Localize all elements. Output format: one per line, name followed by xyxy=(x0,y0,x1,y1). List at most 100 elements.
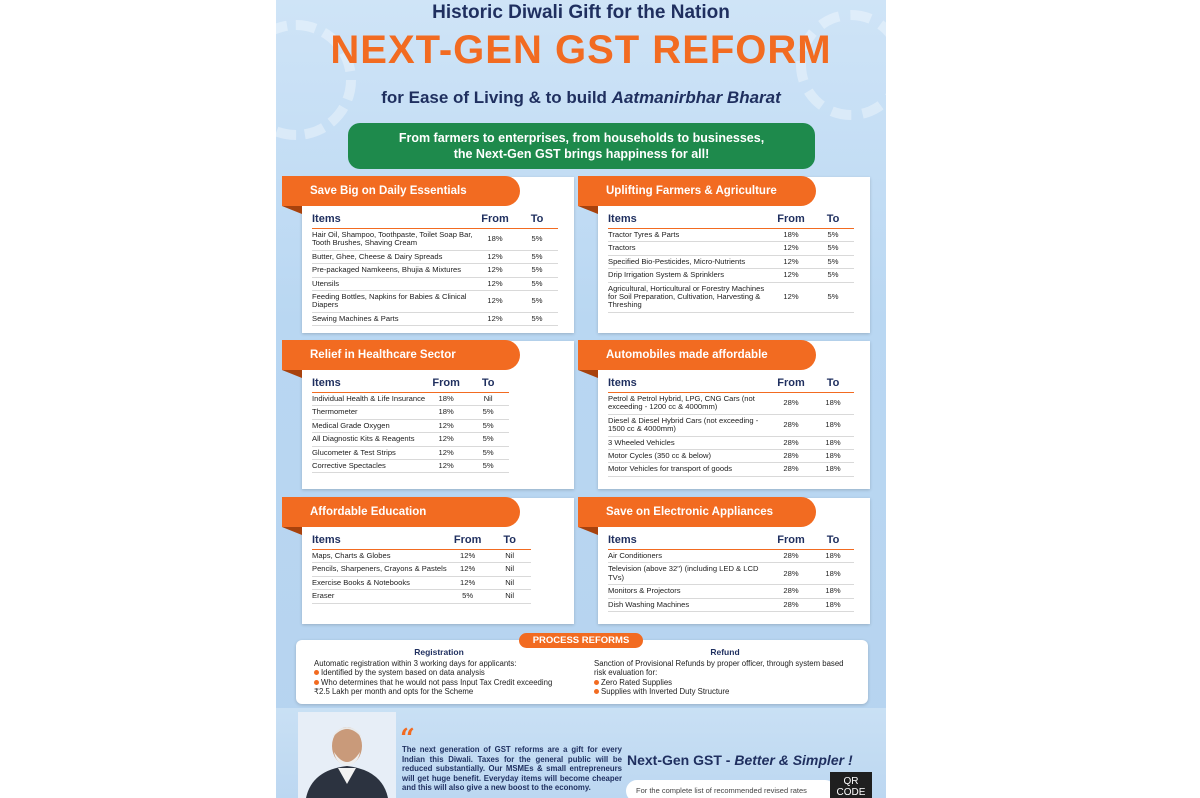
section-education: Affordable Education Items From To Maps, Cha… xyxy=(282,497,574,624)
cell-to: 5% xyxy=(516,290,558,313)
banner-line: From farmers to enterprises, from househ… xyxy=(398,131,765,145)
cell-from: 12% xyxy=(446,549,489,564)
cell-to: 5% xyxy=(516,250,558,265)
cell-item: Tractor Tyres & Parts xyxy=(608,228,770,243)
rates-table: Items From To Petrol & Petrol Hybrid, LPG, … xyxy=(608,377,854,477)
rates-table: Items From To Tractor Tyres & Parts 18% 5% Tra… xyxy=(608,213,854,313)
bullet-icon xyxy=(594,679,599,685)
rates-table: Items From To Hair Oil, Shampoo, Toothpaste… xyxy=(312,213,558,327)
cell-item: Diesel & Diesel Hybrid Cars (not exceedi… xyxy=(608,414,770,437)
section-automobiles: Automobiles made affordable Items From To Pe… xyxy=(578,340,870,489)
cell-item: Pre-packaged Namkeens, Bhujia & Mixtures xyxy=(312,263,474,278)
cell-to: Nil xyxy=(488,562,531,577)
table-row: Pencils, Sharpeners, Crayons & Pastels 12… xyxy=(312,562,531,577)
cell-item: Motor Vehicles for transport of goods xyxy=(608,462,770,477)
headline-top: Historic Diwali Gift for the Nation xyxy=(432,2,730,23)
cell-item: Television (above 32") (including LED & … xyxy=(608,562,770,586)
column-header-to: To xyxy=(812,213,854,229)
cell-from: 28% xyxy=(770,449,812,464)
cell-from: 12% xyxy=(446,576,489,591)
table-row: Drip Irrigation System & Sprinklers 12% 5% xyxy=(608,268,854,283)
cell-item: Pencils, Sharpeners, Crayons & Pastels xyxy=(312,562,447,577)
cell-to: 18% xyxy=(812,562,854,586)
cell-item: All Diagnostic Kits & Reagents xyxy=(312,432,426,447)
cell-item: Air Conditioners xyxy=(608,549,770,564)
cell-item: Glucometer & Test Strips xyxy=(312,446,426,461)
column-header-from: From xyxy=(770,534,812,550)
cell-item: 3 Wheeled Vehicles xyxy=(608,436,770,451)
gear-decoration xyxy=(796,10,886,120)
table-row: Eraser 5% Nil xyxy=(312,589,531,604)
cell-from: 28% xyxy=(770,392,812,415)
bullet-text: Supplies with Inverted Duty Structure xyxy=(601,687,730,697)
table-header-row: Items From To xyxy=(608,213,854,229)
registration-intro: Automatic registration within 3 working … xyxy=(314,658,517,668)
column-header-to: To xyxy=(516,213,558,229)
bullet-text: Identified by the system based on data a… xyxy=(321,668,485,678)
section-title: Uplifting Farmers & Agriculture xyxy=(578,176,816,214)
table-row: Sewing Machines & Parts 12% 5% xyxy=(312,312,558,327)
column-header-items: Items xyxy=(312,377,426,393)
cell-from: 12% xyxy=(474,250,516,265)
subtitle-plain: for Ease of Living & to build xyxy=(381,88,612,107)
table-row: Butter, Ghee, Cheese & Dairy Spreads 12% 5… xyxy=(312,250,558,265)
cell-from: 12% xyxy=(770,268,812,283)
cell-from: 18% xyxy=(474,228,516,251)
cell-to: Nil xyxy=(467,392,510,407)
cell-item: Motor Cycles (350 cc & below) xyxy=(608,449,770,464)
cell-from: 28% xyxy=(770,549,812,564)
cell-from: 12% xyxy=(425,432,468,447)
table-row: Monitors & Projectors 28% 18% xyxy=(608,584,854,599)
table-row: Motor Cycles (350 cc & below) 28% 18% xyxy=(608,449,854,464)
table-row: Exercise Books & Notebooks 12% Nil xyxy=(312,576,531,591)
cell-from: 18% xyxy=(425,405,468,420)
cell-item: Medical Grade Oxygen xyxy=(312,419,426,434)
cell-to: 18% xyxy=(812,598,854,613)
cell-item: Utensils xyxy=(312,277,474,292)
tagline-italic: Better & Simpler ! xyxy=(734,752,853,768)
gear-decoration xyxy=(276,20,356,140)
section-farmers: Uplifting Farmers & Agriculture Items From… xyxy=(578,176,870,333)
gst-poster: Historic Diwali Gift for the Nation NEXT… xyxy=(276,0,886,798)
registration-heading: Registration xyxy=(414,647,464,657)
tagline-plain: Next-Gen GST - xyxy=(627,752,735,768)
table-row: Utensils 12% 5% xyxy=(312,277,558,292)
table-header-row: Items From To xyxy=(608,534,854,550)
cell-to: 18% xyxy=(812,584,854,599)
subtitle-italic: Aatmanirbhar Bharat xyxy=(611,88,781,107)
cell-to: 18% xyxy=(812,436,854,451)
cell-item: Feeding Bottles, Napkins for Babies & Cl… xyxy=(312,290,474,313)
cell-from: 5% xyxy=(446,589,489,604)
cell-item: Butter, Ghee, Cheese & Dairy Spreads xyxy=(312,250,474,265)
qr-code[interactable]: QR CODE xyxy=(830,772,872,798)
cell-from: 12% xyxy=(425,419,468,434)
bullet-text: Zero Rated Supplies xyxy=(601,677,673,687)
cell-to: 18% xyxy=(812,549,854,564)
cell-item: Corrective Spectacles xyxy=(312,459,426,474)
column-header-to: To xyxy=(812,377,854,393)
column-header-from: From xyxy=(770,213,812,229)
table-row: Individual Health & Life Insurance 18% Nil xyxy=(312,392,510,407)
table-header-row: Items From To xyxy=(312,377,510,393)
table-row: Medical Grade Oxygen 12% 5% xyxy=(312,419,510,434)
cell-item: Exercise Books & Notebooks xyxy=(312,576,447,591)
table-header-row: Items From To xyxy=(608,377,854,393)
headline-subtitle: for Ease of Living & to build Aatmanirbh… xyxy=(276,88,886,108)
refund-intro: Sanction of Provisional Refunds by prope… xyxy=(594,658,844,678)
cell-item: Drip Irrigation System & Sprinklers xyxy=(608,268,770,283)
cell-from: 28% xyxy=(770,462,812,477)
table-row: Motor Vehicles for transport of goods 28%… xyxy=(608,462,854,477)
bullet-icon xyxy=(314,679,319,685)
cell-to: 5% xyxy=(812,228,854,243)
rates-table: Items From To Individual Health & Life Insu… xyxy=(312,377,510,474)
cell-to: 5% xyxy=(516,263,558,278)
table-row: Television (above 32") (including LED & … xyxy=(608,562,854,586)
table-row: Petrol & Petrol Hybrid, LPG, CNG Cars (n… xyxy=(608,392,854,415)
column-header-items: Items xyxy=(312,534,447,550)
cell-from: 12% xyxy=(425,446,468,461)
table-row: Tractor Tyres & Parts 18% 5% xyxy=(608,228,854,243)
table-row: Maps, Charts & Globes 12% Nil xyxy=(312,549,531,564)
cell-from: 12% xyxy=(446,562,489,577)
cell-to: 18% xyxy=(812,392,854,415)
cell-item: Thermometer xyxy=(312,405,426,420)
